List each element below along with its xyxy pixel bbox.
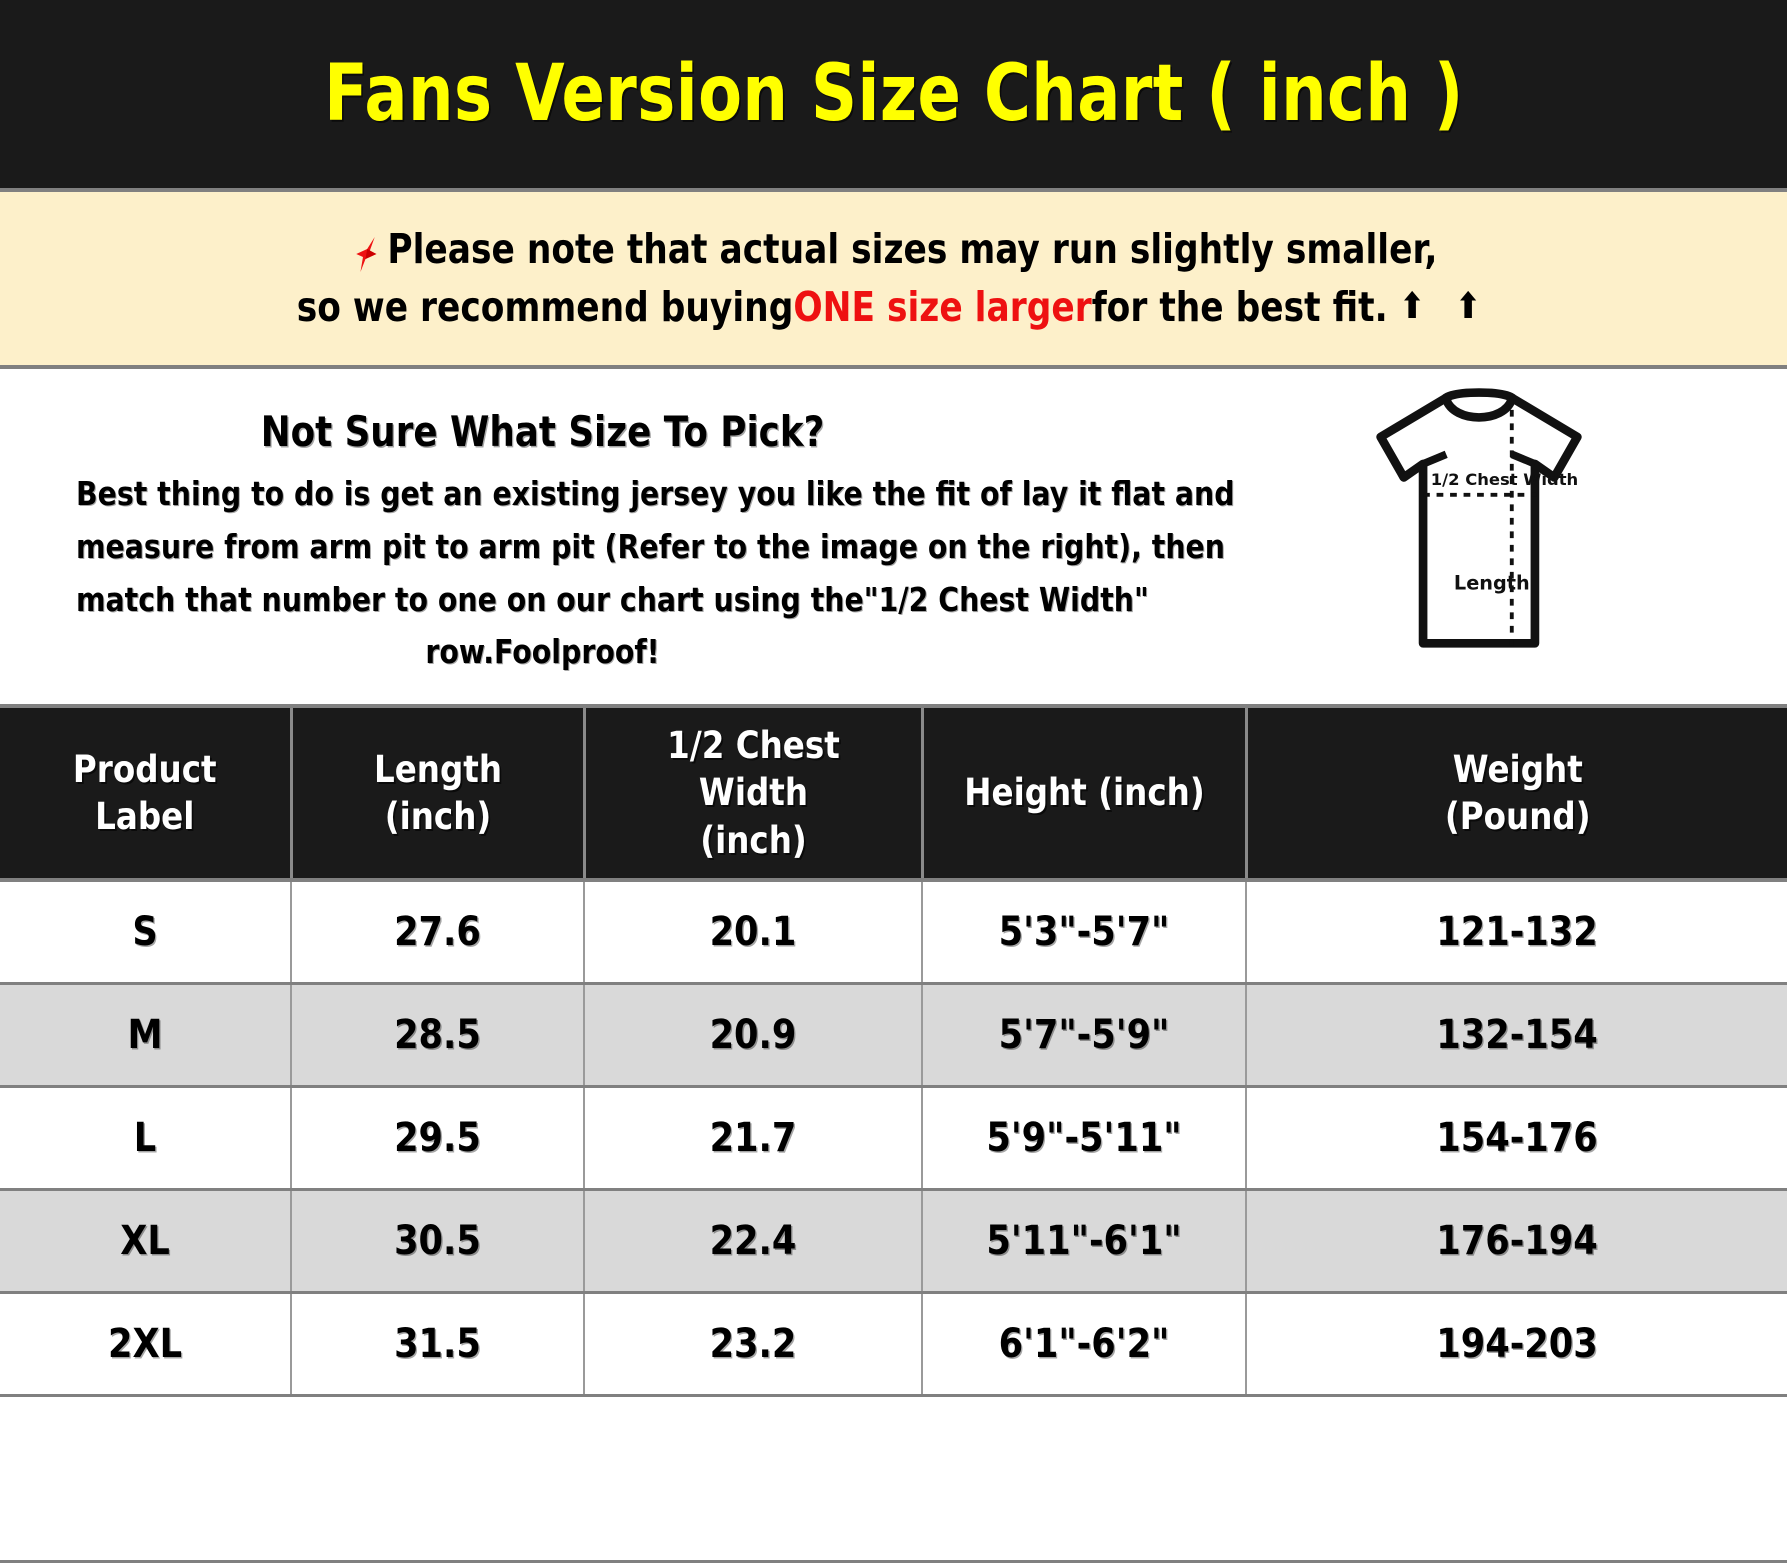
cell-height: 5'11"-6'1" bbox=[922, 1189, 1247, 1294]
cell-size-label: L bbox=[0, 1086, 292, 1191]
cell-length: 27.6 bbox=[291, 880, 585, 985]
table-row: XL 30.5 22.4 5'11"-6'1" 176-194 bbox=[0, 1189, 1787, 1294]
table-row: 2XL 31.5 23.2 6'1"-6'2" 194-203 bbox=[0, 1292, 1787, 1397]
cell-height: 5'9"-5'11" bbox=[922, 1086, 1247, 1191]
cell-size-label: M bbox=[0, 983, 292, 1088]
cell-height: 5'7"-5'9" bbox=[922, 983, 1247, 1088]
cell-height: 6'1"-6'2" bbox=[922, 1292, 1247, 1397]
info-body-line-3: match that number to one on our chart us… bbox=[75, 579, 1149, 619]
header-product-label: Product Label bbox=[0, 708, 293, 882]
table-header-row: Product Label Length (inch) 1/2 Chest Wi… bbox=[0, 708, 1787, 882]
notice-line-2: so we recommend buying ONE size larger f… bbox=[296, 282, 1491, 331]
info-body-line-2: measure from arm pit to arm pit (Refer t… bbox=[75, 526, 1225, 566]
tshirt-measurement-diagram: 1/2 Chest Width Length bbox=[1349, 381, 1609, 651]
cell-chest: 20.9 bbox=[584, 983, 923, 1088]
info-heading: Not Sure What Size To Pick? bbox=[260, 407, 825, 456]
notice-text-1: Please note that actual sizes may run sl… bbox=[387, 225, 1438, 274]
cell-height: 5'3"-5'7" bbox=[922, 880, 1247, 985]
cell-chest: 23.2 bbox=[584, 1292, 923, 1397]
pushpin-icon bbox=[349, 232, 386, 276]
cell-weight: 154-176 bbox=[1246, 1086, 1787, 1191]
cell-weight: 121-132 bbox=[1246, 880, 1787, 985]
info-body-line-1: Best thing to do is get an existing jers… bbox=[75, 474, 1235, 513]
notice-text-2a: so we recommend buying bbox=[296, 282, 794, 331]
info-body-line-4: row.Foolproof! bbox=[425, 632, 660, 672]
cell-length: 31.5 bbox=[291, 1292, 585, 1397]
chest-width-label: 1/2 Chest Width bbox=[1431, 470, 1578, 489]
cell-chest: 21.7 bbox=[584, 1086, 923, 1191]
cell-weight: 176-194 bbox=[1246, 1189, 1787, 1294]
title-banner: Fans Version Size Chart ( inch ) bbox=[0, 0, 1787, 192]
page-title: Fans Version Size Chart ( inch ) bbox=[323, 49, 1464, 139]
table-row: M 28.5 20.9 5'7"-5'9" 132-154 bbox=[0, 983, 1787, 1088]
notice-emphasis: ONE size larger bbox=[793, 282, 1092, 331]
table-row: S 27.6 20.1 5'3"-5'7" 121-132 bbox=[0, 880, 1787, 985]
up-arrow-icon: ⬆ ⬆ bbox=[1399, 286, 1491, 328]
header-length: Length (inch) bbox=[291, 708, 586, 882]
cell-length: 28.5 bbox=[291, 983, 585, 1088]
header-chest-width: 1/2 Chest Width (inch) bbox=[584, 708, 924, 882]
header-weight: Weight (Pound) bbox=[1246, 708, 1787, 882]
cell-chest: 22.4 bbox=[584, 1189, 923, 1294]
info-body: Best thing to do is get an existing jers… bbox=[75, 468, 1235, 679]
header-height: Height (inch) bbox=[922, 708, 1248, 882]
cell-chest: 20.1 bbox=[584, 880, 923, 985]
cell-weight: 194-203 bbox=[1246, 1292, 1787, 1397]
notice-text-2b: for the best fit. bbox=[1091, 282, 1388, 331]
notice-line-1: Please note that actual sizes may run sl… bbox=[349, 226, 1438, 273]
cell-size-label: XL bbox=[0, 1189, 292, 1294]
cell-size-label: 2XL bbox=[0, 1292, 292, 1397]
info-section: Not Sure What Size To Pick? Best thing t… bbox=[0, 369, 1787, 708]
size-table: Product Label Length (inch) 1/2 Chest Wi… bbox=[0, 708, 1787, 1397]
cell-length: 30.5 bbox=[291, 1189, 585, 1294]
length-label: Length bbox=[1454, 571, 1530, 594]
cell-length: 29.5 bbox=[291, 1086, 585, 1191]
info-text-block: Not Sure What Size To Pick? Best thing t… bbox=[0, 369, 1235, 704]
table-row: L 29.5 21.7 5'9"-5'11" 154-176 bbox=[0, 1086, 1787, 1191]
cell-weight: 132-154 bbox=[1246, 983, 1787, 1088]
cell-size-label: S bbox=[0, 880, 292, 985]
notice-band: Please note that actual sizes may run sl… bbox=[0, 192, 1787, 369]
